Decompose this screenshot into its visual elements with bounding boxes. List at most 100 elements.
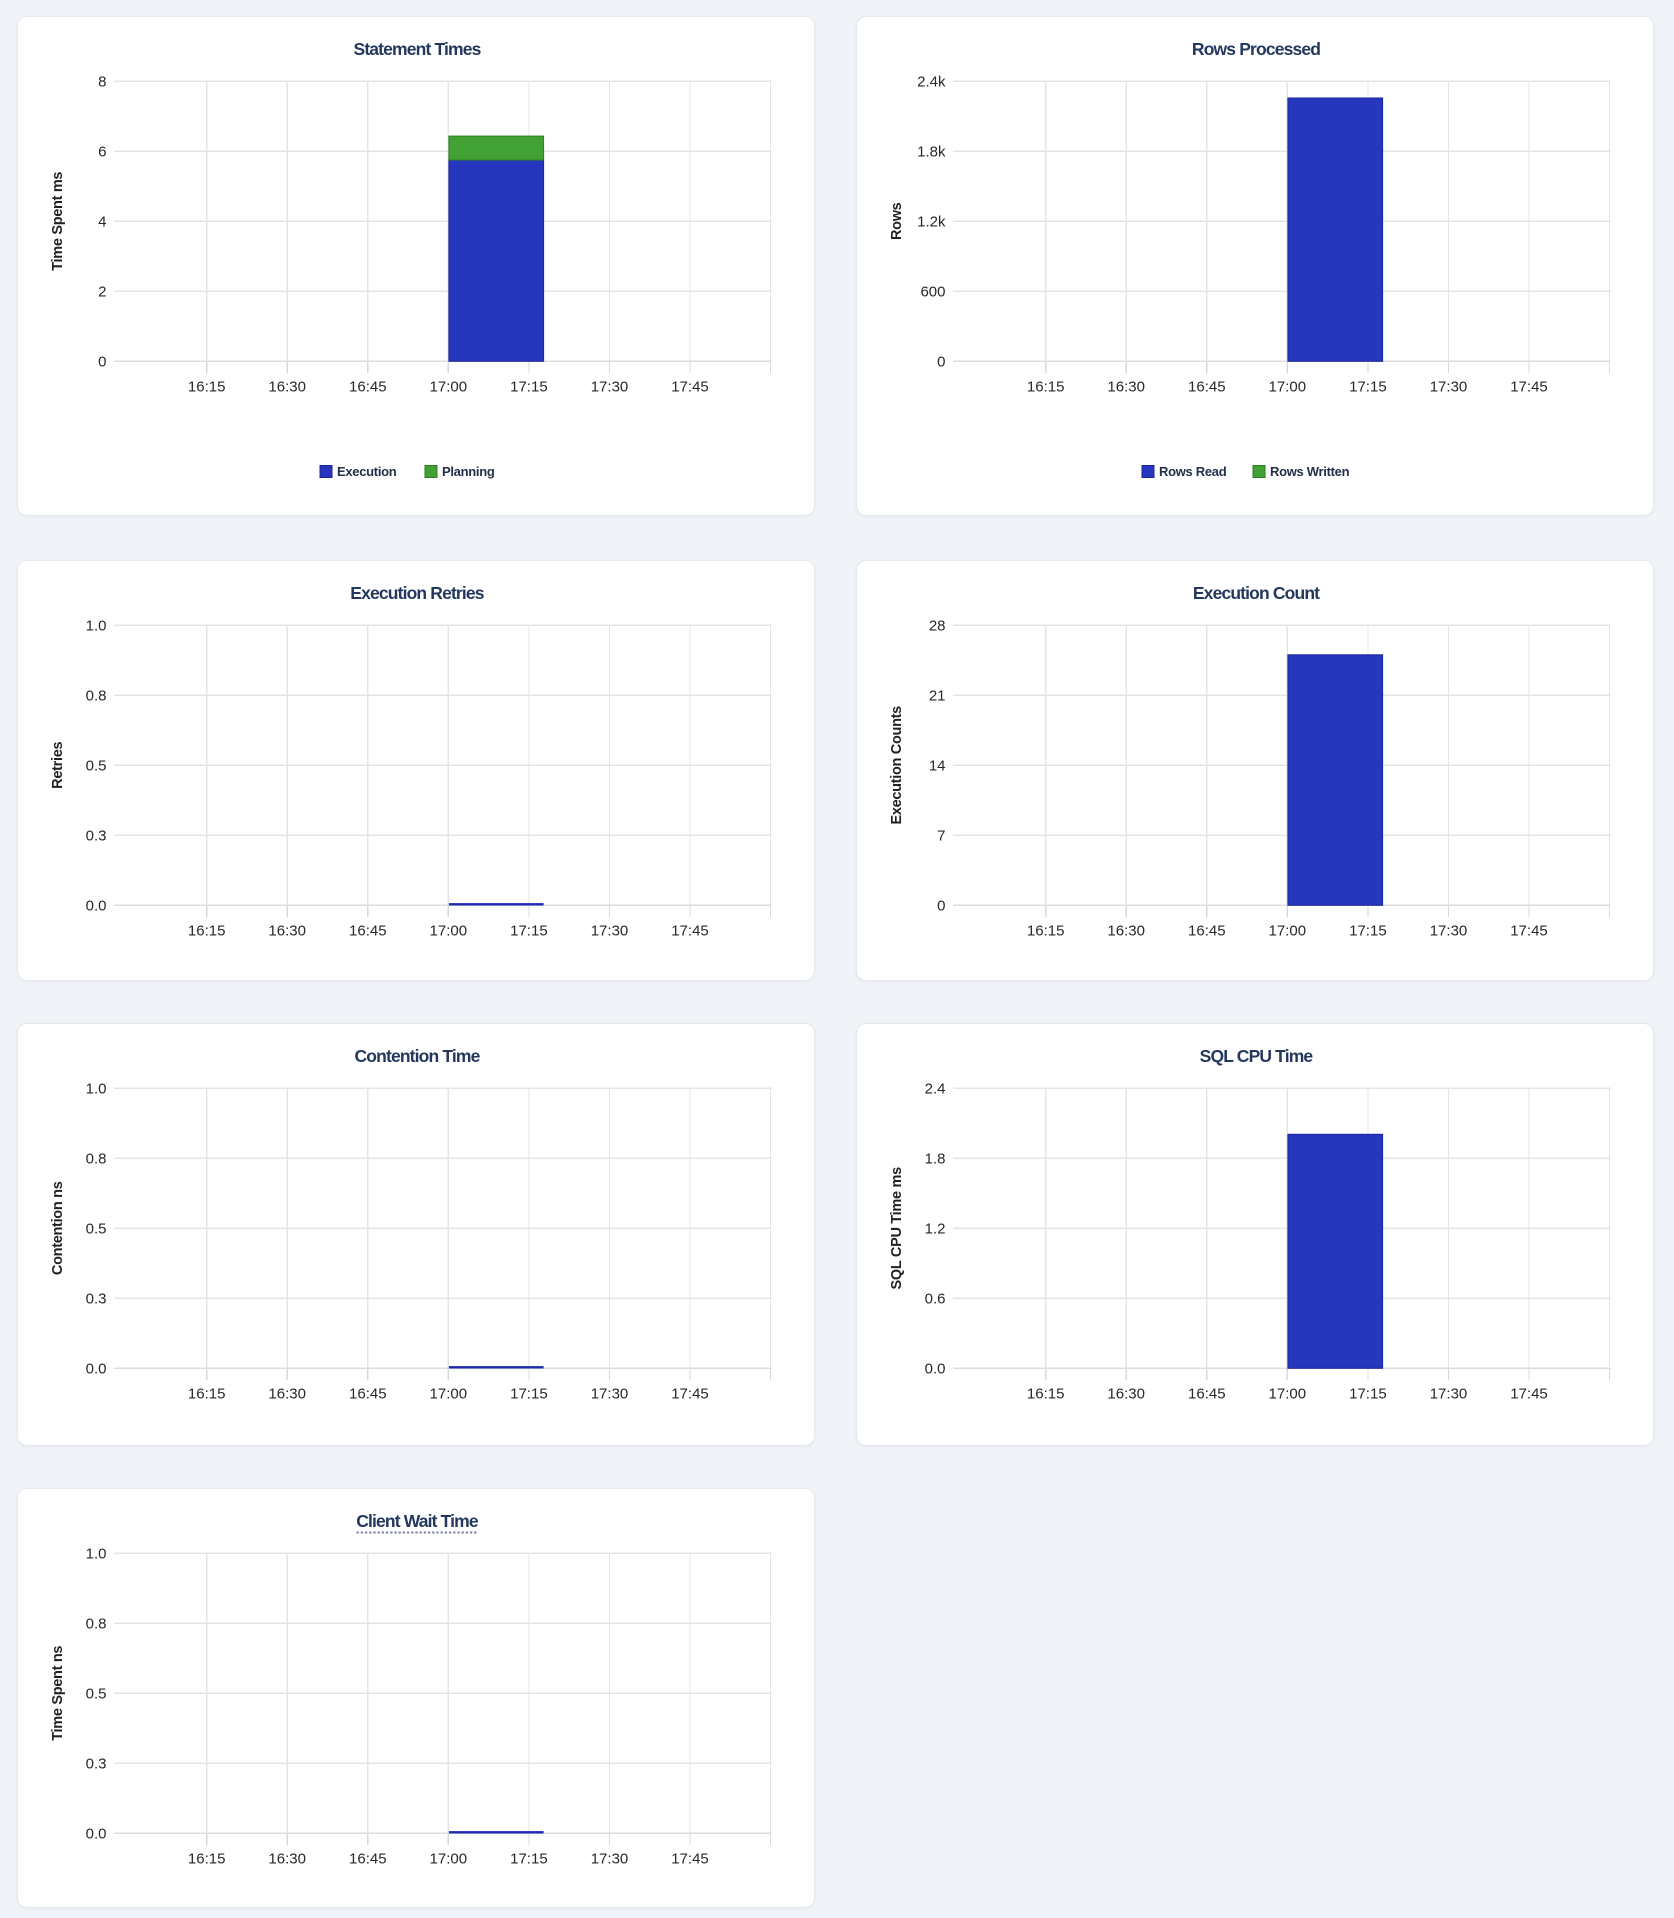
svg-text:17:00: 17:00	[1269, 1385, 1307, 1402]
svg-text:14: 14	[929, 757, 946, 774]
svg-text:Rows: Rows	[889, 202, 905, 240]
svg-text:16:15: 16:15	[1027, 1385, 1065, 1402]
svg-text:17:45: 17:45	[1510, 922, 1548, 939]
svg-text:SQL CPU Time: SQL CPU Time	[1200, 1046, 1314, 1066]
svg-text:16:45: 16:45	[1188, 922, 1226, 939]
svg-text:2.4k: 2.4k	[917, 74, 946, 91]
svg-text:0.3: 0.3	[86, 827, 107, 844]
svg-text:1.0: 1.0	[86, 617, 107, 634]
svg-text:17:45: 17:45	[1510, 1385, 1548, 1402]
svg-text:Rows Processed: Rows Processed	[1192, 39, 1320, 59]
svg-text:0.3: 0.3	[86, 1290, 107, 1307]
svg-text:16:45: 16:45	[349, 1851, 387, 1868]
svg-text:21: 21	[929, 687, 946, 704]
svg-text:16:15: 16:15	[188, 1385, 226, 1402]
svg-text:16:30: 16:30	[1107, 922, 1145, 939]
svg-text:17:00: 17:00	[1269, 379, 1307, 396]
svg-text:17:00: 17:00	[430, 379, 468, 396]
svg-text:0.0: 0.0	[86, 1826, 107, 1843]
svg-text:17:15: 17:15	[1349, 1385, 1387, 1402]
svg-text:16:45: 16:45	[349, 1385, 387, 1402]
svg-text:17:45: 17:45	[671, 922, 709, 939]
svg-text:17:45: 17:45	[671, 379, 709, 396]
svg-text:Statement Times: Statement Times	[354, 39, 482, 59]
svg-text:Time Spent ms: Time Spent ms	[50, 172, 66, 271]
svg-text:0: 0	[98, 354, 106, 371]
svg-text:0.8: 0.8	[86, 1150, 107, 1167]
svg-text:0.6: 0.6	[925, 1290, 946, 1307]
svg-text:4: 4	[98, 214, 106, 231]
svg-text:16:30: 16:30	[268, 1385, 306, 1402]
svg-text:17:30: 17:30	[1430, 1385, 1468, 1402]
svg-text:16:15: 16:15	[188, 1851, 226, 1868]
svg-text:6: 6	[98, 144, 106, 161]
svg-text:Planning: Planning	[442, 464, 495, 479]
svg-text:17:00: 17:00	[430, 1851, 468, 1868]
svg-text:16:45: 16:45	[349, 922, 387, 939]
svg-text:17:00: 17:00	[1269, 922, 1307, 939]
svg-text:1.8: 1.8	[925, 1150, 946, 1167]
svg-text:17:15: 17:15	[510, 922, 548, 939]
svg-text:Execution Count: Execution Count	[1193, 583, 1320, 603]
svg-text:17:15: 17:15	[1349, 379, 1387, 396]
svg-text:17:30: 17:30	[591, 379, 629, 396]
svg-text:0.0: 0.0	[86, 897, 107, 914]
svg-text:8: 8	[98, 74, 106, 91]
svg-text:600: 600	[920, 284, 945, 301]
svg-text:16:45: 16:45	[349, 379, 387, 396]
svg-text:2.4: 2.4	[925, 1080, 946, 1097]
svg-text:17:30: 17:30	[591, 1851, 629, 1868]
svg-text:17:00: 17:00	[430, 1385, 468, 1402]
svg-text:16:30: 16:30	[268, 379, 306, 396]
svg-text:17:45: 17:45	[671, 1851, 709, 1868]
svg-text:0.8: 0.8	[86, 687, 107, 704]
svg-text:17:30: 17:30	[591, 922, 629, 939]
svg-text:Retries: Retries	[50, 741, 66, 788]
svg-text:0: 0	[937, 354, 945, 371]
svg-text:0.8: 0.8	[86, 1616, 107, 1633]
svg-text:0.0: 0.0	[86, 1360, 107, 1377]
svg-text:1.0: 1.0	[86, 1546, 107, 1563]
svg-text:1.0: 1.0	[86, 1080, 107, 1097]
svg-text:2: 2	[98, 284, 106, 301]
svg-text:0.5: 0.5	[86, 757, 107, 774]
svg-text:1.2: 1.2	[925, 1220, 946, 1237]
svg-text:16:30: 16:30	[1107, 379, 1145, 396]
svg-text:1.8k: 1.8k	[917, 144, 946, 161]
svg-text:17:15: 17:15	[1349, 922, 1387, 939]
svg-text:0.5: 0.5	[86, 1686, 107, 1703]
svg-text:16:30: 16:30	[268, 922, 306, 939]
svg-text:17:15: 17:15	[510, 1385, 548, 1402]
svg-text:17:15: 17:15	[510, 1851, 548, 1868]
svg-text:17:00: 17:00	[430, 922, 468, 939]
svg-text:17:30: 17:30	[1430, 379, 1468, 396]
svg-text:17:15: 17:15	[510, 379, 548, 396]
svg-text:0.0: 0.0	[925, 1360, 946, 1377]
svg-text:7: 7	[937, 827, 945, 844]
svg-text:SQL CPU Time ms: SQL CPU Time ms	[889, 1166, 905, 1289]
svg-text:16:15: 16:15	[1027, 379, 1065, 396]
svg-text:17:30: 17:30	[591, 1385, 629, 1402]
svg-text:17:30: 17:30	[1430, 922, 1468, 939]
svg-text:16:30: 16:30	[268, 1851, 306, 1868]
svg-text:17:45: 17:45	[671, 1385, 709, 1402]
svg-text:0.5: 0.5	[86, 1220, 107, 1237]
svg-text:28: 28	[929, 617, 946, 634]
svg-text:Execution: Execution	[337, 464, 397, 479]
svg-text:Contention ns: Contention ns	[50, 1181, 66, 1275]
svg-text:Execution Retries: Execution Retries	[350, 583, 484, 603]
svg-text:1.2k: 1.2k	[917, 214, 946, 231]
svg-text:17:45: 17:45	[1510, 379, 1548, 396]
svg-text:16:15: 16:15	[188, 922, 226, 939]
svg-text:Execution Counts: Execution Counts	[889, 705, 905, 824]
svg-text:Client Wait Time: Client Wait Time	[356, 1511, 479, 1531]
svg-text:16:15: 16:15	[188, 379, 226, 396]
svg-text:16:15: 16:15	[1027, 922, 1065, 939]
svg-text:16:45: 16:45	[1188, 1385, 1226, 1402]
svg-text:16:30: 16:30	[1107, 1385, 1145, 1402]
svg-text:16:45: 16:45	[1188, 379, 1226, 396]
svg-text:Rows Read: Rows Read	[1159, 464, 1227, 479]
svg-text:0: 0	[937, 897, 945, 914]
svg-text:Time Spent ns: Time Spent ns	[50, 1646, 66, 1741]
svg-text:Contention Time: Contention Time	[355, 1046, 481, 1066]
